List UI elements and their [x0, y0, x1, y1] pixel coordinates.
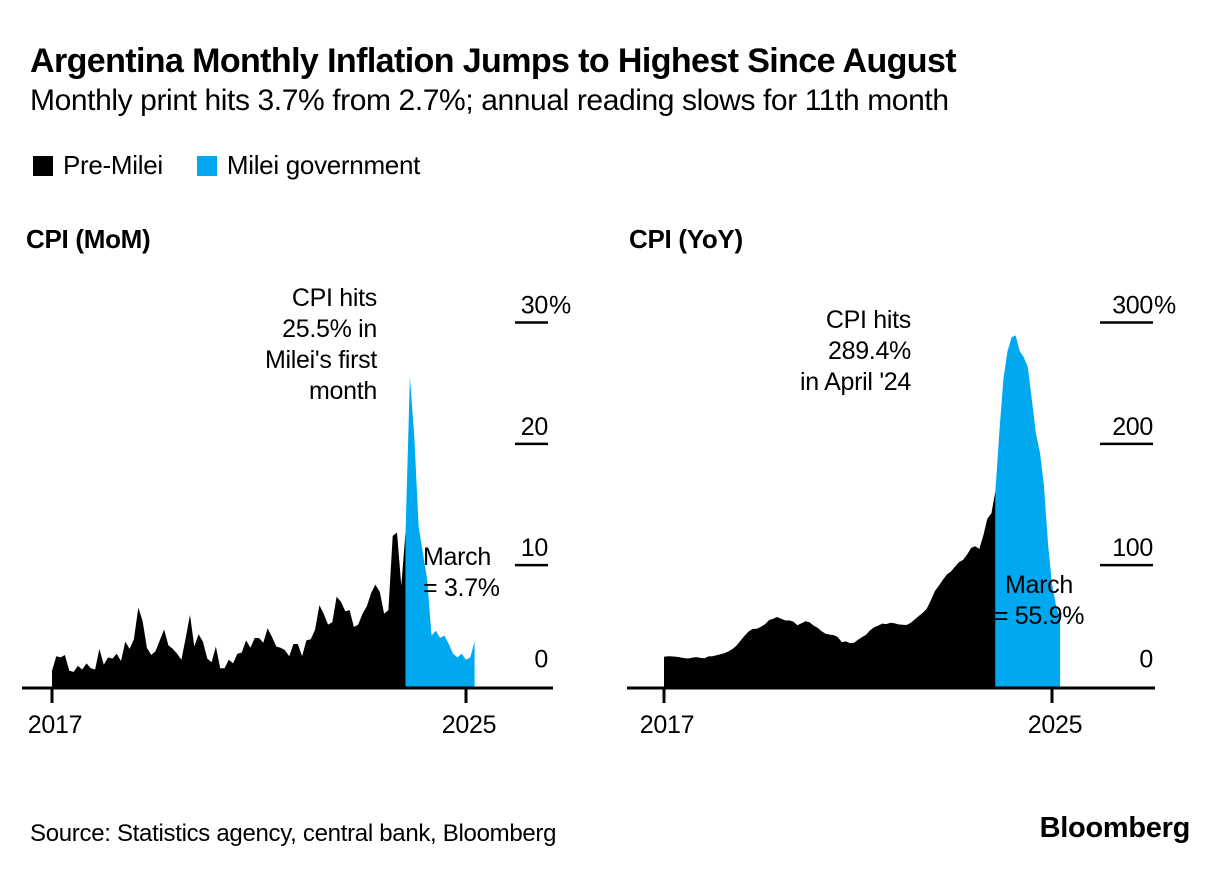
- y-axis-label: 100: [1112, 534, 1153, 562]
- legend-item-pre-milei: Pre-Milei: [33, 150, 163, 181]
- legend-item-milei-government: Milei government: [196, 150, 421, 181]
- chart-annotation: 289.4%: [828, 337, 911, 365]
- legend-item-label: Pre-Milei: [63, 150, 163, 180]
- x-axis-label: 2025: [1028, 711, 1082, 739]
- milei-government-area: [995, 335, 1061, 687]
- chart-annotation: CPI hits: [826, 306, 911, 334]
- y-axis-label: 0: [534, 646, 548, 674]
- cpi-mom-chart-title: CPI (MoM): [26, 224, 151, 254]
- cpi-yoy-chart: 2017 2025 300 % 200 100 0 CPI hits 289.4% in Apri…: [627, 292, 1176, 739]
- chart-annotation: month: [309, 377, 377, 405]
- pre-milei-area: [52, 531, 406, 687]
- y-axis-label: 200: [1112, 413, 1153, 441]
- y-axis-label: 300: [1112, 292, 1153, 320]
- bloomberg-logo: Bloomberg: [1039, 812, 1191, 844]
- chart-annotation: March: [423, 543, 491, 571]
- y-axis-label-suffix: %: [549, 292, 571, 320]
- pre-milei-area: [664, 491, 996, 687]
- legend: Pre-Milei Milei government: [33, 150, 454, 181]
- y-axis-label: 30: [521, 292, 548, 320]
- x-axis-label: 2025: [442, 711, 496, 739]
- chart-annotation: = 3.7%: [423, 574, 500, 602]
- source-note: Source: Statistics agency, central bank,…: [30, 820, 557, 847]
- chart-annotation: in April '24: [800, 368, 911, 396]
- chart-annotation: Milei's first: [265, 346, 377, 374]
- x-axis-label: 2017: [640, 711, 694, 739]
- chart-annotation: 25.5% in: [282, 315, 377, 343]
- milei-government-area: [405, 377, 475, 687]
- page-subtitle: Monthly print hits 3.7% from 2.7%; annua…: [30, 84, 949, 117]
- milei-government-swatch: [196, 155, 217, 176]
- y-axis-label-suffix: %: [1154, 292, 1176, 320]
- cpi-mom-chart: 2017 2025 30 % 20 10 0 CPI hits 25.5% in Milei's …: [22, 284, 571, 739]
- chart-annotation: CPI hits: [292, 284, 377, 312]
- y-axis-label: 10: [521, 534, 548, 562]
- page-title: Argentina Monthly Inflation Jumps to Hig…: [30, 42, 957, 80]
- pre-milei-swatch: [33, 155, 53, 176]
- y-axis-label: 20: [521, 413, 548, 441]
- y-axis-label: 0: [1139, 646, 1153, 674]
- legend-item-label: Milei government: [226, 150, 421, 180]
- chart-annotation: March: [1005, 571, 1073, 599]
- chart-annotation: = 55.9%: [994, 602, 1084, 630]
- cpi-yoy-chart-title: CPI (YoY): [629, 224, 743, 254]
- x-axis-label: 2017: [28, 711, 82, 739]
